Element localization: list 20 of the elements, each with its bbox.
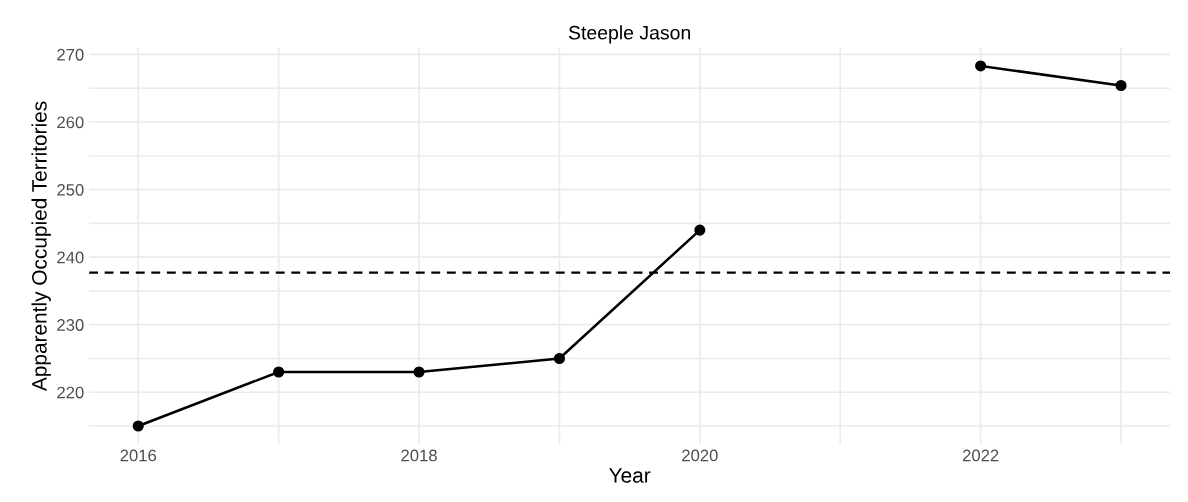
x-tick-label: 2018 [401, 449, 437, 462]
x-axis-title: Year [609, 468, 651, 483]
x-tick-label: 2022 [962, 449, 999, 462]
y-tick-label: 240 [57, 251, 84, 264]
y-tick-label: 220 [57, 386, 84, 399]
point [1115, 79, 1127, 92]
point [132, 420, 144, 432]
point [553, 352, 565, 365]
y-tick-label: 230 [57, 319, 84, 331]
y-tick-label: 250 [57, 183, 84, 196]
point [413, 366, 425, 378]
x-tick-label: 2016 [120, 449, 157, 462]
chart-title: Steeple Jason [568, 25, 690, 44]
point [694, 224, 706, 236]
y-tick-label: 260 [57, 116, 84, 129]
x-tick-label: 2020 [682, 449, 718, 462]
y-tick-label: 270 [57, 48, 84, 61]
point [975, 60, 987, 72]
y-axis-title: Apparently Occupied Territories [31, 101, 51, 392]
point [273, 366, 285, 378]
